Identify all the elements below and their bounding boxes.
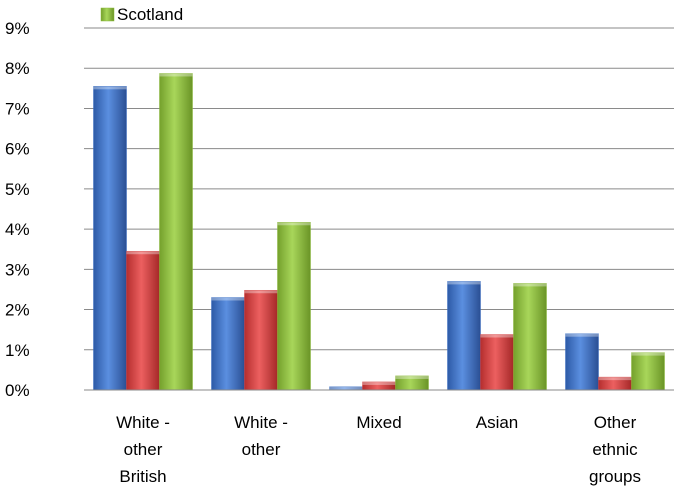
y-tick-label: 1% xyxy=(5,341,30,360)
bar-cap xyxy=(329,386,363,390)
bar-series-2-0 xyxy=(126,250,160,391)
bar-cap xyxy=(244,290,278,294)
x-tick-label: other xyxy=(242,440,281,459)
x-tick-label: Asian xyxy=(476,413,519,432)
bar-series-3-4 xyxy=(631,352,665,391)
x-tick-label: groups xyxy=(589,467,641,486)
y-tick-label: 3% xyxy=(5,260,30,279)
bar-cap xyxy=(480,334,514,338)
bar-cap xyxy=(598,377,632,381)
y-tick-label: 8% xyxy=(5,59,30,78)
x-tick-label: other xyxy=(124,440,163,459)
bar-series-1-1 xyxy=(211,297,245,391)
bar-cap xyxy=(631,352,665,356)
bar-cap xyxy=(513,283,547,287)
y-tick-label: 5% xyxy=(5,180,30,199)
x-tick-label: White - xyxy=(234,413,288,432)
bar-cap xyxy=(362,381,396,385)
bar-cap xyxy=(211,297,245,301)
bar-cap xyxy=(565,333,599,337)
bar-series-1-3 xyxy=(447,281,481,391)
y-tick-label: 4% xyxy=(5,220,30,239)
y-tick-label: 2% xyxy=(5,301,30,320)
bar-series-3-0 xyxy=(159,73,193,391)
bar-series-3-1 xyxy=(277,222,311,391)
x-tick-label: Other xyxy=(594,413,637,432)
bar-cap xyxy=(277,222,311,226)
x-tick-label: ethnic xyxy=(592,440,638,459)
y-axis: 0% 1% 2% 3% 4% 5% 6% 7% 8% 9% xyxy=(5,19,30,400)
bar-series-1-0 xyxy=(93,86,127,391)
bar-cap xyxy=(395,375,429,379)
x-axis: White - other British White - other Mixed Asia… xyxy=(84,389,674,486)
bar-cap xyxy=(159,73,193,77)
bar-series-3-3 xyxy=(513,283,547,391)
bar-cap xyxy=(447,281,481,285)
x-tick-label: Mixed xyxy=(356,413,401,432)
x-tick-label: British xyxy=(119,467,166,486)
bars xyxy=(93,73,665,391)
bar-series-2-3 xyxy=(480,334,514,391)
bar-series-2-1 xyxy=(244,289,278,391)
bar-cap xyxy=(93,86,127,90)
y-tick-label: 0% xyxy=(5,381,30,400)
bar-series-1-4 xyxy=(565,333,599,391)
legend: Scotland xyxy=(100,5,183,24)
legend-swatch xyxy=(100,7,115,22)
y-tick-label: 9% xyxy=(5,19,30,38)
y-tick-label: 7% xyxy=(5,99,30,118)
y-tick-label: 6% xyxy=(5,140,30,159)
x-tick-label: White - xyxy=(116,413,170,432)
bar-cap xyxy=(126,251,160,255)
legend-label: Scotland xyxy=(117,5,183,24)
